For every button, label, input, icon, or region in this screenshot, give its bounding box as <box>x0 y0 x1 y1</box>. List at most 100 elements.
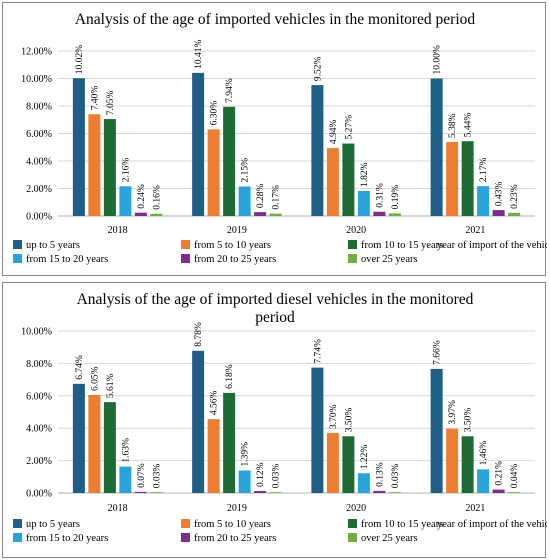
bar-data-label: 3.50% <box>344 408 354 433</box>
bar-data-label: 10.02% <box>75 45 85 74</box>
y-tick-label: 6.00% <box>26 391 52 402</box>
bar-data-label: 6.18% <box>225 364 235 389</box>
bar-data-label: 7.66% <box>433 340 443 365</box>
legend-swatch <box>348 533 357 542</box>
bar-data-label: 0.07% <box>137 463 147 488</box>
y-tick-label: 6.00% <box>26 129 52 140</box>
legend-swatch <box>13 519 22 528</box>
legend-label: up to 5 years <box>26 519 80 530</box>
x-category-label: 2021 <box>465 503 485 514</box>
bar <box>192 350 205 493</box>
bar-data-label: 0.16% <box>152 185 162 210</box>
bar <box>388 492 401 493</box>
legend-swatch <box>13 533 22 542</box>
bar <box>357 190 370 216</box>
bar <box>88 114 101 216</box>
bar-data-label: 2.15% <box>241 158 251 183</box>
bar <box>446 428 459 493</box>
bar-data-label: 0.12% <box>256 462 266 487</box>
bar <box>388 213 401 216</box>
x-category-label: 2020 <box>346 225 366 236</box>
y-tick-label: 2.00% <box>26 456 52 467</box>
legend-label: over 25 years <box>361 533 418 544</box>
bar-data-label: 1.46% <box>479 441 489 466</box>
bar-data-label: 7.40% <box>90 86 100 111</box>
bar <box>508 492 521 493</box>
bar <box>103 402 116 493</box>
y-tick-label: 0.00% <box>26 212 52 223</box>
bar-data-label: 5.61% <box>106 373 116 398</box>
bar <box>311 85 324 216</box>
bar <box>119 186 132 216</box>
bar <box>134 491 147 493</box>
bar-data-label: 10.00% <box>433 45 443 74</box>
legend-swatch <box>181 533 190 542</box>
bar <box>342 143 355 216</box>
x-category-label: 2019 <box>227 225 247 236</box>
bar-data-label: 1.39% <box>241 442 251 467</box>
bar <box>446 142 459 216</box>
bar-data-label: 0.03% <box>272 464 282 489</box>
bar <box>461 141 474 216</box>
bar <box>103 119 116 216</box>
bar <box>326 433 339 493</box>
bar <box>430 368 443 493</box>
legend-label: from 15 to 20 years <box>26 533 108 544</box>
bar <box>72 78 85 216</box>
bar <box>72 383 85 493</box>
bar <box>238 470 251 493</box>
chart-panel-vehicles: Analysis of the age of imported vehicles… <box>2 2 547 276</box>
bar-data-label: 7.74% <box>313 339 323 364</box>
bar-data-label: 6.30% <box>210 101 220 126</box>
chart-title-line: Analysis of the age of imported diesel v… <box>77 291 474 308</box>
bar-data-label: 0.43% <box>495 181 505 206</box>
bar <box>311 367 324 493</box>
bar <box>254 212 267 216</box>
y-tick-label: 10.00% <box>21 74 52 85</box>
bar <box>477 186 490 216</box>
bar-data-label: 5.38% <box>448 113 458 138</box>
bar-data-label: 6.05% <box>90 366 100 391</box>
bar-data-label: 0.13% <box>375 462 385 487</box>
bar <box>223 392 236 493</box>
bar-data-label: 2.16% <box>121 158 131 183</box>
legend-label: from 10 to 15 years <box>361 240 443 251</box>
bar-data-label: 2.17% <box>479 158 489 183</box>
chart-vehicles-age: Analysis of the age of imported vehicles… <box>13 11 547 265</box>
bar-data-label: 1.22% <box>360 445 370 470</box>
legend-label: from 20 to 25 years <box>194 533 276 544</box>
chart-title: Analysis of the age of imported vehicles… <box>75 11 476 28</box>
bar <box>119 466 132 493</box>
x-axis-title: year of import of the vehicle <box>437 519 547 530</box>
x-category-label: 2020 <box>346 503 366 514</box>
bar <box>207 129 220 216</box>
legend-swatch <box>181 254 190 263</box>
chart-title-line: period <box>255 309 295 326</box>
bar <box>134 212 147 216</box>
bar <box>269 213 282 216</box>
y-tick-label: 12.00% <box>21 47 52 58</box>
bar-data-label: 9.52% <box>313 56 323 81</box>
bar-data-label: 0.28% <box>256 184 266 209</box>
bar-data-label: 5.44% <box>464 113 474 138</box>
bar-data-label: 6.74% <box>75 355 85 380</box>
bar-data-label: 3.97% <box>448 400 458 425</box>
bar <box>461 436 474 493</box>
bar-data-label: 10.41% <box>194 39 204 68</box>
bar-data-label: 4.56% <box>210 391 220 416</box>
bar <box>269 492 282 493</box>
bar-data-label: 7.94% <box>225 78 235 103</box>
bar <box>192 72 205 216</box>
bar <box>492 489 505 493</box>
legend-label: over 25 years <box>361 254 418 265</box>
legend-label: up to 5 years <box>26 240 80 251</box>
bar-data-label: 1.63% <box>121 438 131 463</box>
y-tick-label: 4.00% <box>26 424 52 435</box>
legend-swatch <box>13 254 22 263</box>
bar <box>238 186 251 216</box>
bar-data-label: 0.19% <box>391 185 401 210</box>
legend-label: from 15 to 20 years <box>26 254 108 265</box>
y-tick-label: 10.00% <box>21 327 52 338</box>
x-category-label: 2021 <box>465 225 485 236</box>
bar <box>342 436 355 493</box>
